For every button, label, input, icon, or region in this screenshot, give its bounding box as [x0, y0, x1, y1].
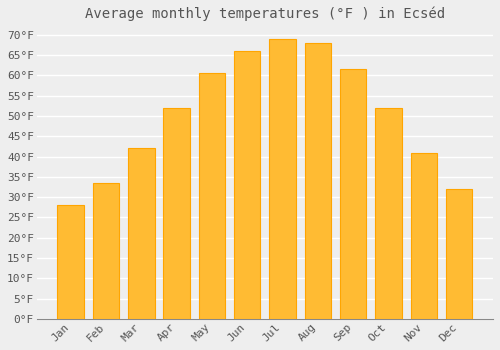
Bar — [410, 153, 437, 319]
Bar — [128, 148, 154, 319]
Bar — [234, 51, 260, 319]
Bar — [93, 183, 120, 319]
Bar — [446, 189, 472, 319]
Bar — [58, 205, 84, 319]
Bar — [164, 108, 190, 319]
Bar — [340, 69, 366, 319]
Title: Average monthly temperatures (°F ) in Ecséd: Average monthly temperatures (°F ) in Ec… — [85, 7, 445, 21]
Bar — [270, 39, 296, 319]
Bar — [375, 108, 402, 319]
Bar — [304, 43, 331, 319]
Bar — [198, 74, 225, 319]
